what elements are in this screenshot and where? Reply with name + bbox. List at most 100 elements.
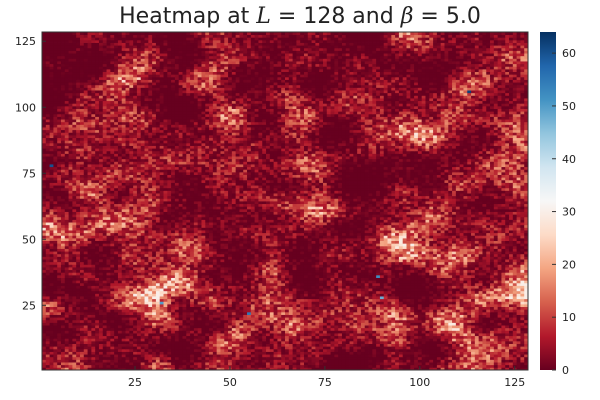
heatmap-cell (239, 296, 244, 300)
heatmap-cell (125, 338, 130, 342)
heatmap-cell (398, 301, 404, 305)
heatmap-cell (425, 330, 430, 334)
heatmap-cell (178, 272, 183, 276)
heatmap-cell (436, 325, 442, 329)
heatmap-cell (303, 311, 309, 315)
heatmap-cell (421, 306, 426, 310)
heatmap-cell (406, 303, 411, 308)
heatmap-cell (497, 343, 502, 347)
heatmap-cell (452, 317, 457, 321)
heatmap-cell (436, 338, 442, 342)
heatmap-cell (42, 340, 47, 344)
heatmap-cell (429, 290, 434, 294)
heatmap-cell (417, 335, 423, 339)
heatmap-cell (391, 317, 396, 321)
heatmap-cell (285, 296, 290, 300)
heatmap-cell (190, 267, 195, 271)
heatmap-cell (121, 306, 126, 310)
heatmap-cell (72, 322, 77, 326)
heatmap-cell (452, 354, 457, 358)
heatmap-cell (387, 309, 392, 313)
heatmap-cell (414, 280, 419, 284)
heatmap-cell (509, 280, 514, 284)
heatmap-cell (72, 282, 77, 286)
heatmap-cell (114, 280, 119, 284)
heatmap-cell (315, 298, 320, 302)
heatmap-cell (129, 285, 134, 289)
heatmap-cell (285, 288, 290, 292)
heatmap-cell (269, 311, 275, 315)
heatmap-cell (243, 317, 248, 321)
heatmap-cell (326, 293, 331, 297)
heatmap-cell (231, 356, 237, 360)
heatmap-cell (269, 338, 275, 342)
heatmap-cell (452, 359, 457, 363)
heatmap-cell (300, 277, 305, 281)
heatmap-cell (440, 343, 445, 347)
heatmap-cell (60, 272, 66, 276)
heatmap-cell (277, 280, 282, 284)
heatmap-cell (45, 356, 50, 360)
heatmap-cell (45, 293, 50, 297)
heatmap-cell (414, 343, 419, 347)
heatmap-cell (243, 362, 248, 366)
heatmap-cell (497, 277, 502, 281)
heatmap-cell (60, 311, 66, 315)
heatmap-cell (171, 277, 176, 281)
heatmap-cell (505, 272, 510, 276)
heatmap-cell (129, 309, 134, 313)
heatmap-cell (129, 359, 134, 363)
heatmap-cell (303, 267, 309, 271)
heatmap-cell (387, 272, 392, 276)
heatmap-cell (501, 338, 506, 342)
heatmap-cell (285, 335, 290, 339)
heatmap-cell (402, 290, 407, 294)
heatmap-cell (216, 298, 221, 302)
heatmap-cell (433, 340, 438, 344)
heatmap-cell (512, 298, 518, 302)
heatmap-cell (72, 340, 77, 344)
heatmap-cell (129, 346, 134, 350)
heatmap-cell (376, 280, 381, 284)
heatmap-cell (285, 325, 290, 329)
heatmap-cell (300, 330, 305, 334)
heatmap-cell (220, 338, 225, 342)
heatmap-cell (247, 367, 252, 371)
heatmap-cell (57, 327, 62, 331)
heatmap-cell (250, 362, 256, 366)
heatmap-cell (83, 306, 88, 310)
heatmap-cell (201, 335, 206, 339)
heatmap-cell (171, 309, 176, 313)
heatmap-cell (417, 293, 423, 297)
heatmap-cell (91, 367, 96, 371)
heatmap-cell (414, 277, 419, 281)
heatmap-cell (57, 330, 62, 334)
heatmap-cell (300, 282, 305, 286)
heatmap-cell (258, 272, 263, 276)
heatmap-cell (64, 322, 69, 326)
heatmap-cell (307, 330, 312, 334)
heatmap-cell (440, 314, 445, 318)
heatmap-cell (406, 327, 411, 331)
heatmap-cell (440, 348, 445, 352)
heatmap-cell (216, 290, 221, 294)
heatmap-cell (425, 348, 430, 352)
heatmap-cell (121, 338, 126, 342)
heatmap-cell (254, 351, 259, 355)
heatmap-cell (345, 311, 350, 315)
heatmap-cell (250, 317, 256, 321)
heatmap-cell (368, 333, 373, 337)
heatmap-cell (155, 367, 161, 371)
heatmap-cell (387, 325, 392, 329)
heatmap-cell (410, 298, 415, 302)
heatmap-cell (53, 317, 58, 321)
heatmap-cell (406, 314, 411, 318)
heatmap-cell (467, 364, 472, 368)
heatmap-cell (91, 348, 96, 352)
heatmap-cell (87, 343, 92, 347)
heatmap-cell (372, 367, 377, 371)
heatmap-cell (212, 317, 218, 321)
heatmap-cell (273, 290, 278, 294)
heatmap-cell (83, 288, 88, 292)
heatmap-cell (520, 311, 525, 315)
